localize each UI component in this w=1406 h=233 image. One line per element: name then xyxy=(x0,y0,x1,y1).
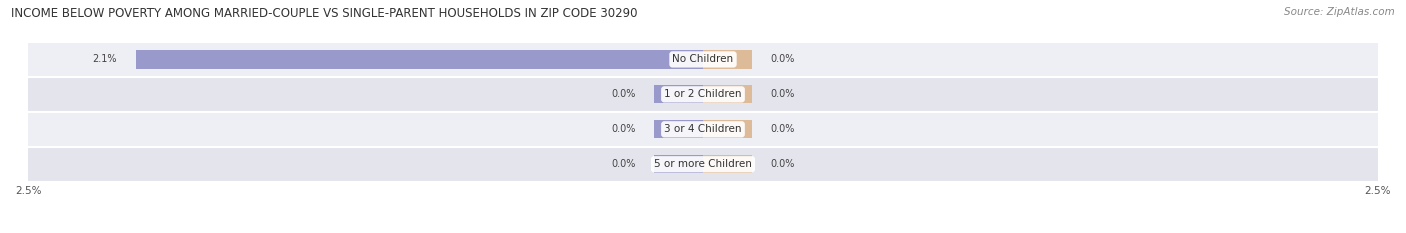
Text: No Children: No Children xyxy=(672,55,734,64)
Text: Source: ZipAtlas.com: Source: ZipAtlas.com xyxy=(1284,7,1395,17)
Text: 3 or 4 Children: 3 or 4 Children xyxy=(664,124,742,134)
Text: 2.1%: 2.1% xyxy=(93,55,117,64)
Text: 0.0%: 0.0% xyxy=(770,124,794,134)
Text: 5 or more Children: 5 or more Children xyxy=(654,159,752,169)
Bar xyxy=(703,85,752,103)
Bar xyxy=(654,155,703,173)
Text: 0.0%: 0.0% xyxy=(770,159,794,169)
Text: 0.0%: 0.0% xyxy=(770,55,794,64)
Bar xyxy=(703,155,752,173)
Bar xyxy=(136,50,703,69)
Bar xyxy=(28,42,1378,77)
Text: 0.0%: 0.0% xyxy=(612,159,636,169)
Bar xyxy=(703,120,752,138)
Bar xyxy=(654,120,703,138)
Bar xyxy=(654,85,703,103)
Text: 0.0%: 0.0% xyxy=(612,89,636,99)
Bar xyxy=(28,112,1378,147)
Text: 0.0%: 0.0% xyxy=(770,89,794,99)
Bar xyxy=(28,77,1378,112)
Text: 0.0%: 0.0% xyxy=(612,124,636,134)
Text: 1 or 2 Children: 1 or 2 Children xyxy=(664,89,742,99)
Bar xyxy=(703,50,752,69)
Bar xyxy=(28,147,1378,182)
Text: INCOME BELOW POVERTY AMONG MARRIED-COUPLE VS SINGLE-PARENT HOUSEHOLDS IN ZIP COD: INCOME BELOW POVERTY AMONG MARRIED-COUPL… xyxy=(11,7,638,20)
